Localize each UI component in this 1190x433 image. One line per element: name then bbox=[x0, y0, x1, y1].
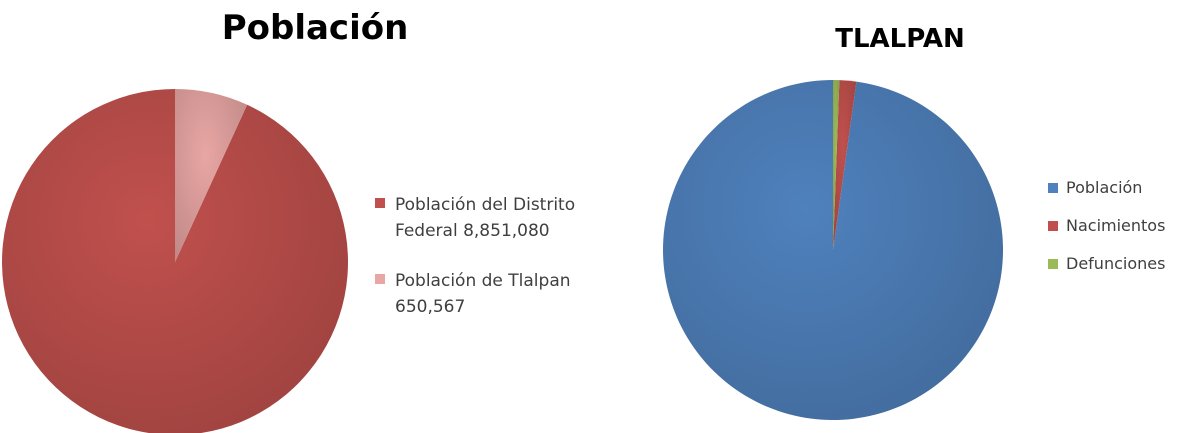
legend-item: Población bbox=[1048, 176, 1190, 200]
pie-slice-1 bbox=[663, 80, 1004, 420]
legend: Población Nacimientos Defunciones bbox=[1048, 176, 1190, 290]
legend-item: Nacimientos bbox=[1048, 214, 1190, 238]
pie-slice-3 bbox=[833, 80, 840, 250]
legend-item: Defunciones bbox=[1048, 252, 1190, 276]
legend-swatch bbox=[1048, 259, 1058, 269]
legend-label: Población bbox=[1066, 178, 1143, 197]
legend-item: Población del Distrito Federal 8,851,080 bbox=[375, 192, 615, 244]
chart-title: TLALPAN bbox=[835, 24, 965, 54]
legend-label: Defunciones bbox=[1066, 254, 1166, 273]
legend-label: Población del Distrito Federal 8,851,080 bbox=[395, 195, 576, 241]
pie-slice-2 bbox=[175, 89, 248, 262]
legend-swatch bbox=[375, 274, 385, 284]
legend-item: Población de Tlalpan 650,567 bbox=[375, 268, 615, 320]
pie-slice-1 bbox=[2, 89, 349, 433]
legend-label: Población de Tlalpan 650,567 bbox=[395, 271, 571, 317]
chart-title: Población bbox=[221, 8, 409, 48]
pie-plot bbox=[663, 80, 1004, 420]
pie-plot bbox=[2, 89, 349, 433]
legend-label: Nacimientos bbox=[1066, 216, 1166, 235]
legend-swatch bbox=[1048, 183, 1058, 193]
legend: Población del Distrito Federal 8,851,080… bbox=[375, 192, 615, 344]
legend-swatch bbox=[375, 198, 385, 208]
legend-swatch bbox=[1048, 221, 1058, 231]
pie-slice-2 bbox=[833, 80, 857, 251]
